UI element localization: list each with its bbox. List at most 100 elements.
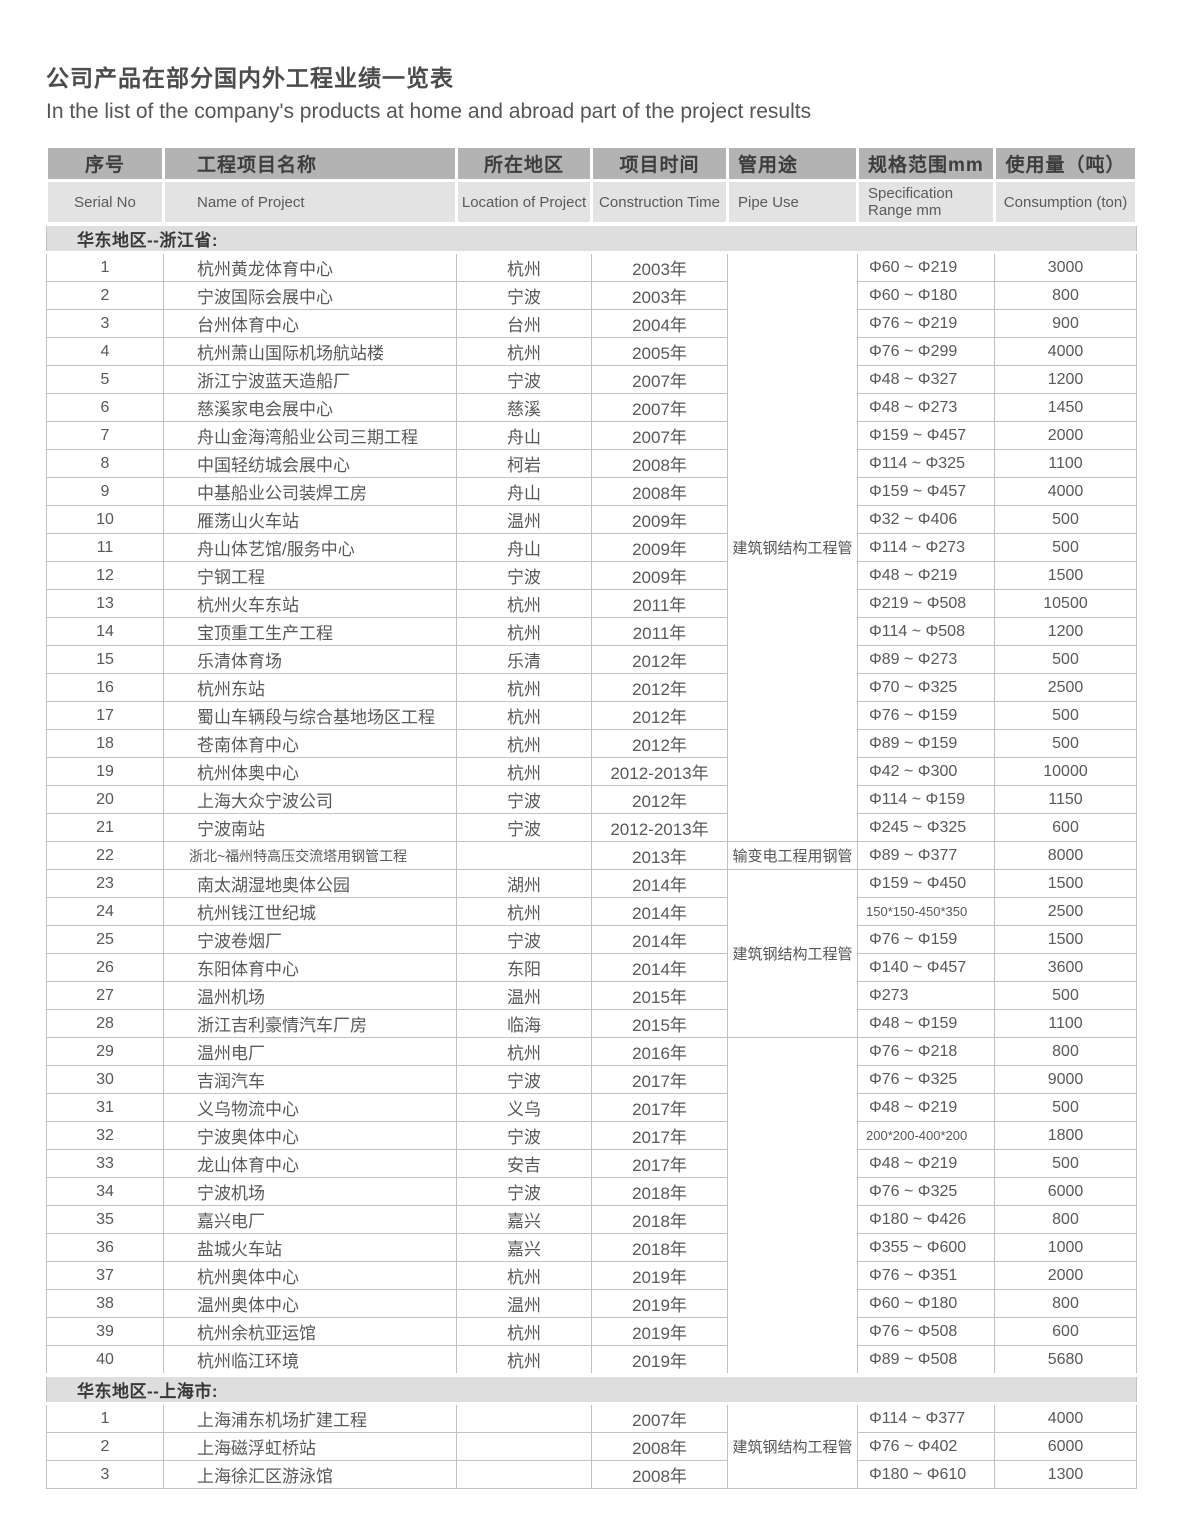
time-cell: 2012年 — [591, 701, 728, 730]
consumption-cell: 2000 — [994, 1261, 1137, 1290]
table-row: 28 浙江吉利豪情汽车厂房 临海 2015年 Φ48 ~ Φ159 1100 — [46, 1009, 1137, 1038]
location-cell: 临海 — [456, 1009, 592, 1038]
project-name-cell: 杭州余杭亚运馆 — [163, 1317, 457, 1346]
table-row: 1 上海浦东机场扩建工程 2007年 建筑钢结构工程管 Φ114 ~ Φ377 4000 — [46, 1403, 1137, 1489]
spec-cell: Φ140 ~ Φ457 — [857, 953, 995, 982]
project-name-cell: 乐清体育场 — [163, 645, 457, 674]
serial-cell: 5 — [46, 365, 164, 394]
consumption-cell: 3600 — [994, 953, 1137, 982]
location-cell: 杭州 — [456, 757, 592, 786]
project-name-cell: 温州奥体中心 — [163, 1289, 457, 1318]
consumption-cell: 500 — [994, 645, 1137, 674]
table-row: 39 杭州余杭亚运馆 杭州 2019年 Φ76 ~ Φ508 600 — [46, 1317, 1137, 1346]
project-name-cell: 杭州奥体中心 — [163, 1261, 457, 1290]
consumption-cell: 5680 — [994, 1345, 1137, 1376]
table-row: 32 宁波奥体中心 宁波 2017年 200*200-400*200 1800 — [46, 1121, 1137, 1150]
col-header-en-location: Location of Project — [455, 179, 593, 226]
table-row: 9 中基船业公司装焊工房 舟山 2008年 Φ159 ~ Φ457 4000 — [46, 477, 1137, 506]
location-cell: 嘉兴 — [456, 1233, 592, 1262]
time-cell: 2008年 — [591, 1460, 728, 1489]
spec-cell: 150*150-450*350 — [857, 897, 995, 926]
document-page: 公司产品在部分国内外工程业绩一览表 In the list of the com… — [45, 64, 1138, 1489]
time-cell: 2018年 — [591, 1205, 728, 1234]
location-cell: 宁波 — [456, 1121, 592, 1150]
location-cell: 杭州 — [456, 337, 592, 366]
consumption-cell: 1500 — [994, 869, 1137, 898]
consumption-cell: 500 — [994, 729, 1137, 758]
time-cell: 2004年 — [591, 309, 728, 338]
table-row: 3 上海徐汇区游泳馆 2008年 Φ180 ~ Φ610 1300 — [46, 1460, 1137, 1489]
spec-cell: Φ48 ~ Φ219 — [857, 1093, 995, 1122]
time-cell: 2008年 — [591, 477, 728, 506]
table-row: 31 义乌物流中心 义乌 2017年 Φ48 ~ Φ219 500 — [46, 1093, 1137, 1122]
project-name-cell: 上海磁浮虹桥站 — [163, 1432, 457, 1461]
consumption-cell: 500 — [994, 1149, 1137, 1178]
location-cell: 湖州 — [456, 869, 592, 898]
pipe-use-cell — [727, 1037, 858, 1376]
location-cell: 宁波 — [456, 785, 592, 814]
serial-cell: 31 — [46, 1093, 164, 1122]
time-cell: 2014年 — [591, 897, 728, 926]
project-name-cell: 雁荡山火车站 — [163, 505, 457, 534]
page-title: 公司产品在部分国内外工程业绩一览表 — [46, 65, 454, 91]
project-name-cell: 嘉兴电厂 — [163, 1205, 457, 1234]
time-cell: 2012-2013年 — [591, 757, 728, 786]
project-name-cell: 温州机场 — [163, 981, 457, 1010]
location-cell: 宁波 — [456, 813, 592, 842]
spec-cell: Φ114 ~ Φ273 — [857, 533, 995, 562]
section-header: 华东地区--上海市: — [46, 1373, 1137, 1405]
serial-cell: 1 — [46, 252, 164, 282]
time-cell: 2014年 — [591, 869, 728, 898]
spec-cell: Φ76 ~ Φ299 — [857, 337, 995, 366]
serial-cell: 9 — [46, 477, 164, 506]
serial-cell: 3 — [46, 309, 164, 338]
spec-cell: Φ48 ~ Φ273 — [857, 393, 995, 422]
spec-cell: Φ114 ~ Φ159 — [857, 785, 995, 814]
time-cell: 2012年 — [591, 729, 728, 758]
table-row: 33 龙山体育中心 安吉 2017年 Φ48 ~ Φ219 500 — [46, 1149, 1137, 1178]
spec-cell: Φ180 ~ Φ426 — [857, 1205, 995, 1234]
table-row: 1 杭州黄龙体育中心 杭州 2003年 建筑钢结构工程管 Φ60 ~ Φ219 3000 — [46, 252, 1137, 842]
project-name-cell: 舟山金海湾船业公司三期工程 — [163, 421, 457, 450]
table-row: 13 杭州火车东站 杭州 2011年 Φ219 ~ Φ508 10500 — [46, 589, 1137, 618]
project-results-table: 序号 工程项目名称 所在地区 项目时间 管用途 规格范围mm 使用量（吨） Serial No… — [45, 145, 1138, 1489]
consumption-cell: 3000 — [994, 252, 1137, 282]
spec-cell: Φ76 ~ Φ402 — [857, 1432, 995, 1461]
section-row: 华东地区--上海市: — [46, 1373, 1137, 1405]
consumption-cell: 2500 — [994, 673, 1137, 702]
time-cell: 2007年 — [591, 393, 728, 422]
section-row: 华东地区--浙江省: — [46, 222, 1137, 254]
location-cell: 温州 — [456, 981, 592, 1010]
serial-cell: 18 — [46, 729, 164, 758]
col-header-en-spec-range: Specification Range mm — [856, 179, 996, 226]
serial-cell: 36 — [46, 1233, 164, 1262]
consumption-cell: 1500 — [994, 561, 1137, 590]
consumption-cell: 500 — [994, 533, 1137, 562]
project-name-cell: 宁波南站 — [163, 813, 457, 842]
time-cell: 2007年 — [591, 365, 728, 394]
table-row: 35 嘉兴电厂 嘉兴 2018年 Φ180 ~ Φ426 800 — [46, 1205, 1137, 1234]
serial-cell: 35 — [46, 1205, 164, 1234]
section-header: 华东地区--浙江省: — [46, 222, 1137, 254]
project-name-cell: 杭州体奥中心 — [163, 757, 457, 786]
consumption-cell: 4000 — [994, 337, 1137, 366]
consumption-cell: 1100 — [994, 1009, 1137, 1038]
serial-cell: 32 — [46, 1121, 164, 1150]
col-header-zh-serial: 序号 — [45, 145, 165, 182]
serial-cell: 4 — [46, 337, 164, 366]
location-cell: 杭州 — [456, 897, 592, 926]
spec-cell: Φ114 ~ Φ377 — [857, 1403, 995, 1433]
serial-cell: 38 — [46, 1289, 164, 1318]
consumption-cell: 600 — [994, 1317, 1137, 1346]
consumption-cell: 1100 — [994, 449, 1137, 478]
location-cell: 柯岩 — [456, 449, 592, 478]
spec-cell: Φ76 ~ Φ325 — [857, 1065, 995, 1094]
consumption-cell: 1150 — [994, 785, 1137, 814]
serial-cell: 8 — [46, 449, 164, 478]
location-cell: 安吉 — [456, 1149, 592, 1178]
location-cell: 宁波 — [456, 1065, 592, 1094]
serial-cell: 17 — [46, 701, 164, 730]
project-name-cell: 苍南体育中心 — [163, 729, 457, 758]
location-cell: 乐清 — [456, 645, 592, 674]
spec-cell: Φ89 ~ Φ508 — [857, 1345, 995, 1376]
